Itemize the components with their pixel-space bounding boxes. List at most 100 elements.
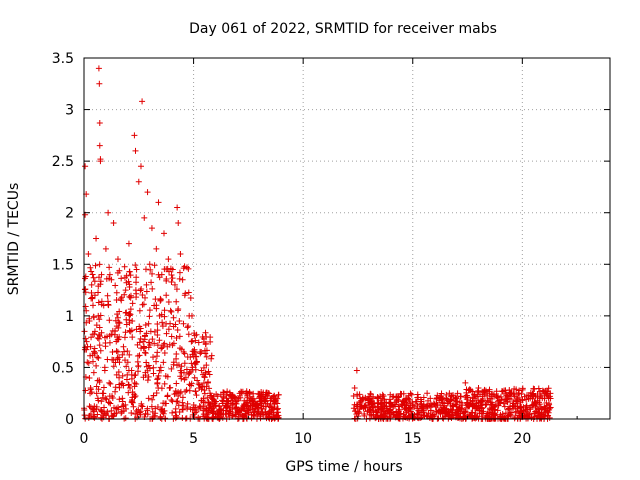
data-point xyxy=(159,405,166,412)
data-point xyxy=(106,271,113,278)
data-point xyxy=(155,199,162,206)
data-point xyxy=(102,343,109,350)
data-point xyxy=(116,308,123,315)
data-point xyxy=(177,367,184,374)
data-point xyxy=(96,379,103,386)
data-point xyxy=(263,411,270,418)
data-point xyxy=(353,367,360,374)
data-point xyxy=(450,403,457,410)
data-point xyxy=(502,397,509,404)
data-point xyxy=(364,408,371,415)
data-point xyxy=(185,323,192,330)
data-point xyxy=(159,319,166,326)
data-point xyxy=(351,385,358,392)
data-point xyxy=(121,357,128,364)
data-point xyxy=(150,364,157,371)
data-point xyxy=(497,393,504,400)
data-point xyxy=(97,278,104,285)
data-point xyxy=(155,271,162,278)
data-point xyxy=(154,404,161,411)
data-point xyxy=(400,390,407,397)
data-point xyxy=(541,407,548,414)
data-point xyxy=(106,264,113,271)
data-point xyxy=(131,394,138,401)
data-point xyxy=(236,392,243,399)
data-point xyxy=(544,392,551,399)
data-point xyxy=(441,408,448,415)
data-point xyxy=(156,274,163,281)
data-point xyxy=(210,408,217,415)
data-point xyxy=(161,349,168,356)
data-point xyxy=(378,400,385,407)
data-point xyxy=(110,220,117,227)
y-tick-label: 1 xyxy=(65,309,74,325)
data-point xyxy=(264,392,271,399)
data-point xyxy=(127,306,134,313)
data-point xyxy=(125,240,132,247)
data-point xyxy=(121,291,128,298)
data-point xyxy=(501,387,508,394)
y-tick-label: 2 xyxy=(65,206,74,222)
data-point xyxy=(203,362,210,369)
data-point xyxy=(169,409,176,416)
data-point xyxy=(359,394,366,401)
data-point xyxy=(174,398,181,405)
data-point xyxy=(143,330,150,337)
data-point xyxy=(496,397,503,404)
data-point xyxy=(202,329,209,336)
data-point xyxy=(238,389,245,396)
data-point xyxy=(173,380,180,387)
data-point xyxy=(155,372,162,379)
data-point xyxy=(275,391,282,398)
data-point xyxy=(530,392,537,399)
data-point xyxy=(444,399,451,406)
data-point xyxy=(209,414,216,421)
data-point xyxy=(191,360,198,367)
data-point xyxy=(208,352,215,359)
data-point xyxy=(269,406,276,413)
data-point xyxy=(181,360,188,367)
data-point xyxy=(229,401,236,408)
data-point xyxy=(89,331,96,338)
data-point xyxy=(138,402,145,409)
data-point xyxy=(137,411,144,418)
data-point xyxy=(186,387,193,394)
data-point xyxy=(95,354,102,361)
data-point xyxy=(161,313,168,320)
data-point xyxy=(145,362,152,369)
data-point xyxy=(96,324,103,331)
data-point xyxy=(113,289,120,296)
data-point xyxy=(116,333,123,340)
data-point xyxy=(124,348,131,355)
data-point xyxy=(222,410,229,417)
data-point xyxy=(137,328,144,335)
data-point xyxy=(154,380,161,387)
data-point xyxy=(175,305,182,312)
data-point xyxy=(542,405,549,412)
data-point xyxy=(182,290,189,297)
data-point xyxy=(479,393,486,400)
data-point xyxy=(198,367,205,374)
data-point xyxy=(157,297,164,304)
data-point xyxy=(148,279,155,286)
data-point xyxy=(171,391,178,398)
data-point xyxy=(421,412,428,419)
data-point xyxy=(478,404,485,411)
data-point xyxy=(159,409,166,416)
data-point xyxy=(129,389,136,396)
data-point xyxy=(247,402,254,409)
data-point xyxy=(123,272,130,279)
y-tick-label: 1.5 xyxy=(52,257,74,273)
data-point xyxy=(403,396,410,403)
data-point xyxy=(225,398,232,405)
data-point xyxy=(126,319,133,326)
data-point xyxy=(518,403,525,410)
data-point xyxy=(127,385,134,392)
data-point xyxy=(200,379,207,386)
data-point xyxy=(150,392,157,399)
data-point xyxy=(227,391,234,398)
data-point xyxy=(409,399,416,406)
data-point xyxy=(152,410,159,417)
data-point xyxy=(128,371,135,378)
y-tick-label: 0 xyxy=(65,412,74,428)
